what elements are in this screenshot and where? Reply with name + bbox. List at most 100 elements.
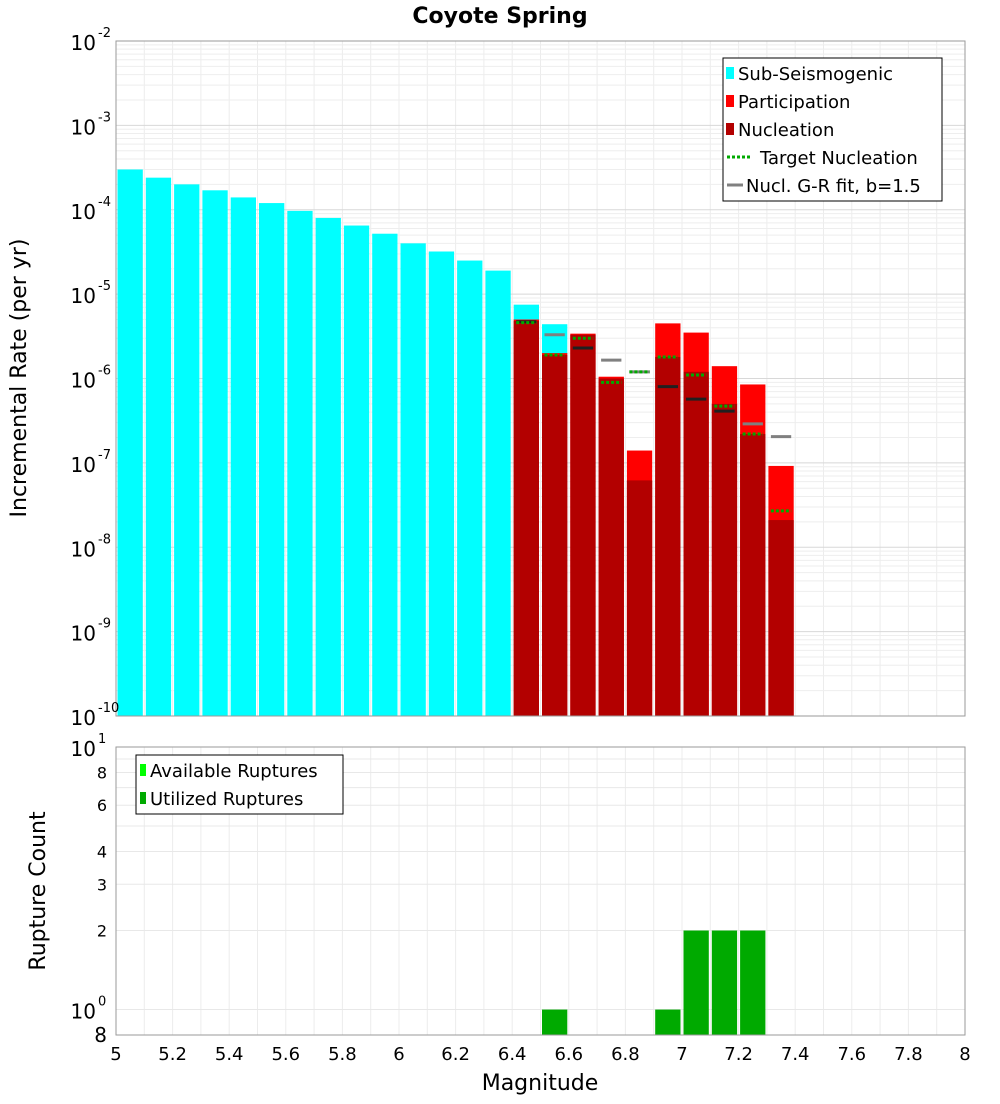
x-tick-label: 7.8 bbox=[894, 1044, 923, 1065]
x-tick-label: 7.6 bbox=[837, 1044, 866, 1065]
nucleation-bar bbox=[570, 334, 596, 716]
legend-swatch-available-ruptures bbox=[140, 764, 146, 776]
svg-text:-2: -2 bbox=[98, 26, 111, 41]
sub-seismogenic-bar bbox=[372, 233, 398, 716]
nucleation-bar bbox=[683, 371, 709, 716]
svg-text:-3: -3 bbox=[98, 110, 111, 125]
y-tick-label: 10 0 bbox=[71, 995, 107, 1024]
utilized-ruptures-bar bbox=[711, 930, 738, 1035]
legend-label-available-ruptures: Available Ruptures bbox=[150, 761, 318, 782]
x-ticks: 5 5.2 5.4 5.6 5.8 6 6.2 6.4 6.6 6.8 7 7.2 7.4 7.6 7.8 8 bbox=[110, 1044, 970, 1065]
svg-text:10: 10 bbox=[71, 200, 96, 224]
svg-text:10: 10 bbox=[71, 537, 96, 561]
nucleation-bar bbox=[626, 480, 653, 716]
nucleation-bar bbox=[711, 403, 738, 716]
svg-text:-6: -6 bbox=[98, 364, 111, 379]
legend-label-nucleation: Nucleation bbox=[738, 120, 834, 141]
sub-seismogenic-bar bbox=[287, 210, 313, 716]
nucleation-bar bbox=[655, 356, 681, 716]
x-tick-label: 6 bbox=[393, 1044, 404, 1065]
svg-text:10: 10 bbox=[71, 622, 96, 646]
sub-seismogenic-bar bbox=[485, 270, 511, 716]
y-tick-label: 4 bbox=[97, 842, 107, 861]
nucleation-bar bbox=[513, 321, 539, 716]
x-tick-label: 5 bbox=[110, 1044, 121, 1065]
y-tick-label: 10 -10 bbox=[71, 701, 120, 730]
svg-text:10: 10 bbox=[71, 31, 96, 55]
bottom-y-axis-label: Rupture Count bbox=[26, 811, 51, 971]
svg-text:1: 1 bbox=[98, 732, 106, 747]
svg-text:10: 10 bbox=[71, 284, 96, 308]
nucleation-bar bbox=[768, 520, 794, 716]
svg-text:-10: -10 bbox=[98, 701, 119, 716]
sub-seismogenic-bar bbox=[457, 260, 483, 716]
bottom-legend: Available Ruptures Utilized Ruptures bbox=[135, 754, 344, 815]
svg-text:10: 10 bbox=[71, 1000, 96, 1024]
sub-seismogenic-bar bbox=[117, 169, 143, 716]
y-tick-label: 10 -9 bbox=[71, 617, 111, 646]
svg-text:-4: -4 bbox=[98, 195, 111, 210]
svg-text:-7: -7 bbox=[98, 448, 111, 463]
sub-seismogenic-bar bbox=[259, 203, 285, 716]
x-axis-label: Magnitude bbox=[482, 1071, 599, 1096]
svg-text:-8: -8 bbox=[98, 532, 111, 547]
legend-label-target-nucleation: Target Nucleation bbox=[759, 148, 918, 169]
x-tick-label: 6.6 bbox=[554, 1044, 583, 1065]
legend-label-gr-fit: Nucl. G-R fit, b=1.5 bbox=[746, 176, 921, 197]
svg-text:10: 10 bbox=[71, 369, 96, 393]
legend-swatch-sub-seismogenic bbox=[726, 67, 734, 79]
top-y-axis-label: Incremental Rate (per yr) bbox=[7, 239, 32, 518]
x-tick-label: 7.2 bbox=[724, 1044, 753, 1065]
x-tick-label: 8 bbox=[959, 1044, 970, 1065]
y-tick-label: 3 bbox=[97, 875, 107, 894]
utilized-ruptures-bar bbox=[683, 930, 709, 1035]
svg-text:10: 10 bbox=[71, 706, 96, 730]
x-tick-label: 5.2 bbox=[158, 1044, 187, 1065]
legend-label-utilized-ruptures: Utilized Ruptures bbox=[150, 789, 303, 810]
y-tick-label: 10 -8 bbox=[71, 532, 111, 561]
top-legend: Sub-Seismogenic Participation Nucleation… bbox=[722, 57, 943, 202]
x-tick-label: 7.4 bbox=[781, 1044, 810, 1065]
svg-text:-9: -9 bbox=[98, 617, 111, 632]
y-tick-label: 2 bbox=[97, 922, 107, 941]
sub-seismogenic-bar bbox=[315, 217, 341, 716]
sub-seismogenic-bar bbox=[343, 225, 370, 716]
utilized-ruptures-bar bbox=[655, 1009, 681, 1035]
sub-seismogenic-bar bbox=[230, 197, 256, 717]
sub-seismogenic-bar bbox=[174, 184, 200, 717]
sub-seismogenic-bar bbox=[428, 251, 455, 716]
legend-label-participation: Participation bbox=[738, 92, 850, 113]
svg-text:10: 10 bbox=[71, 115, 96, 139]
svg-text:10: 10 bbox=[71, 453, 96, 477]
svg-text:-5: -5 bbox=[98, 279, 111, 294]
nucleation-bar bbox=[598, 378, 624, 716]
y-tick-label: 8 bbox=[97, 763, 107, 782]
x-tick-label: 5.4 bbox=[215, 1044, 244, 1065]
y-tick-label: 10 -6 bbox=[71, 364, 111, 393]
y-tick-label: 10 -3 bbox=[71, 110, 111, 139]
svg-text:0: 0 bbox=[98, 995, 106, 1010]
y-tick-label: 10 -5 bbox=[71, 279, 111, 308]
utilized-ruptures-bar bbox=[542, 1009, 568, 1035]
y-tick-label: 10 -2 bbox=[71, 26, 111, 55]
x-tick-label: 5.6 bbox=[271, 1044, 300, 1065]
nucleation-bar bbox=[542, 354, 568, 716]
top-markers bbox=[516, 320, 792, 513]
y-tick-label: 10 -4 bbox=[71, 195, 111, 224]
legend-swatch-nucleation bbox=[726, 123, 734, 135]
x-tick-label: 6.2 bbox=[441, 1044, 470, 1065]
y-tick-label: 6 bbox=[97, 796, 107, 815]
sub-seismogenic-bar bbox=[202, 190, 228, 716]
svg-text:10: 10 bbox=[71, 737, 96, 761]
y-tick-label: 8 bbox=[94, 1023, 107, 1047]
x-tick-label: 6.8 bbox=[611, 1044, 640, 1065]
top-bars bbox=[117, 169, 794, 717]
bottom-bars bbox=[542, 930, 766, 1035]
x-tick-label: 5.8 bbox=[328, 1044, 357, 1065]
legend-swatch-participation bbox=[726, 95, 734, 107]
y-tick-label: 10 -7 bbox=[71, 448, 111, 477]
